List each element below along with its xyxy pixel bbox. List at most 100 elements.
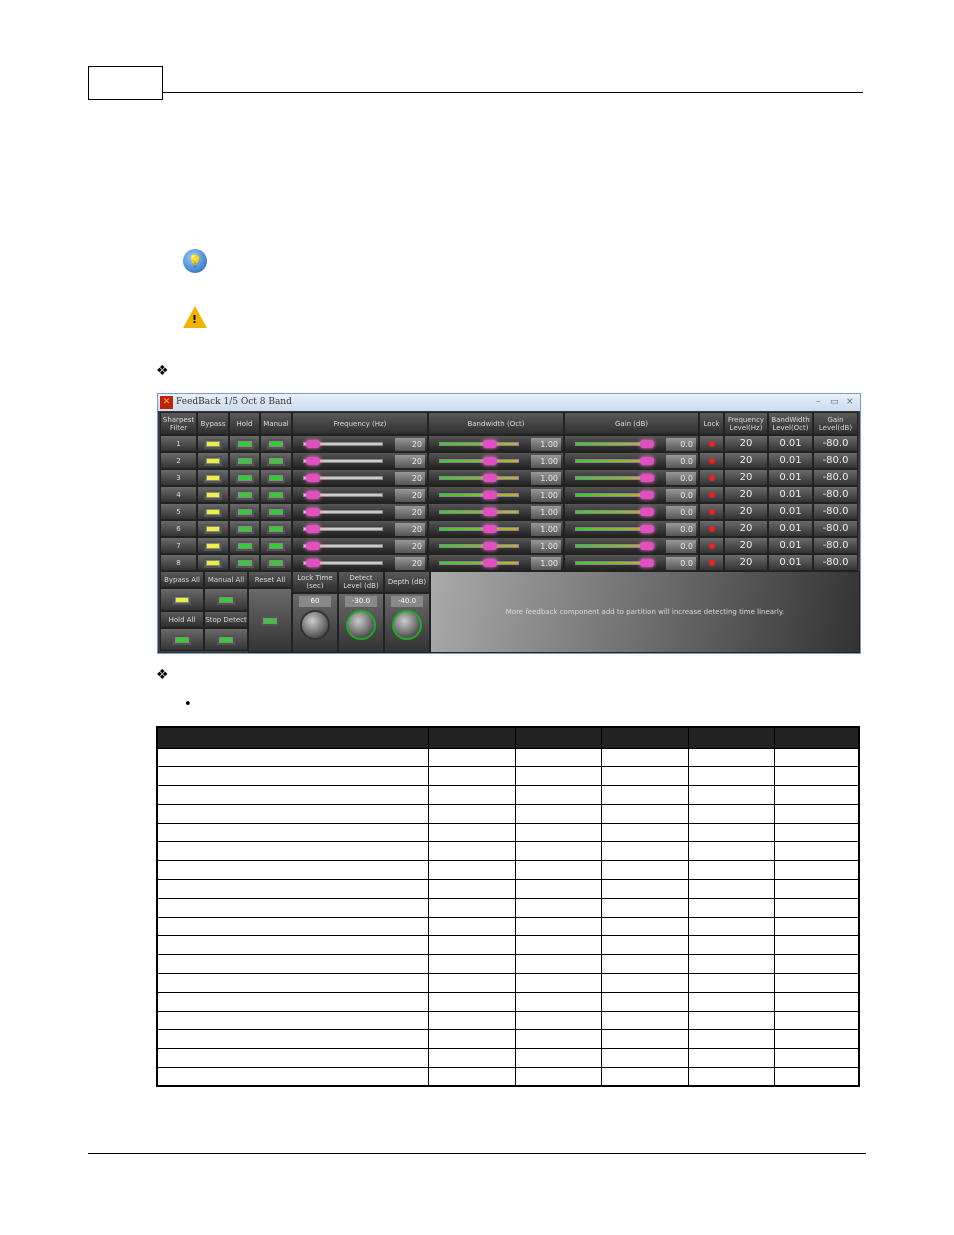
bandwidth-slider[interactable]: 1.00 bbox=[428, 537, 564, 554]
manual-toggle[interactable] bbox=[260, 452, 292, 469]
frequency-value[interactable]: 20 bbox=[395, 523, 425, 536]
bandwidth-value[interactable]: 1.00 bbox=[531, 557, 561, 570]
manual-toggle[interactable] bbox=[260, 469, 292, 486]
slider-thumb[interactable] bbox=[639, 559, 654, 567]
depth-value[interactable]: -40.0 bbox=[391, 596, 423, 607]
slider-thumb[interactable] bbox=[639, 440, 654, 448]
hold-toggle[interactable] bbox=[229, 435, 260, 452]
minimize-button[interactable]: – bbox=[816, 397, 821, 407]
slider-thumb[interactable] bbox=[483, 542, 498, 550]
close-button[interactable]: × bbox=[846, 397, 854, 407]
bandwidth-value[interactable]: 1.00 bbox=[531, 455, 561, 468]
lock-time-control[interactable]: 60 bbox=[292, 593, 338, 653]
slider-thumb[interactable] bbox=[639, 525, 654, 533]
slider-thumb[interactable] bbox=[306, 525, 321, 533]
hold-toggle[interactable] bbox=[229, 554, 260, 571]
manual-toggle[interactable] bbox=[260, 486, 292, 503]
slider-thumb[interactable] bbox=[639, 474, 654, 482]
frequency-slider[interactable]: 20 bbox=[292, 503, 428, 520]
slider-thumb[interactable] bbox=[483, 508, 498, 516]
bandwidth-value[interactable]: 1.00 bbox=[531, 506, 561, 519]
slider-thumb[interactable] bbox=[639, 457, 654, 465]
hold-toggle[interactable] bbox=[229, 520, 260, 537]
hold-toggle[interactable] bbox=[229, 503, 260, 520]
slider-thumb[interactable] bbox=[639, 491, 654, 499]
gain-slider[interactable]: 0.0 bbox=[564, 452, 699, 469]
frequency-slider[interactable]: 20 bbox=[292, 537, 428, 554]
bypass-toggle[interactable] bbox=[197, 435, 229, 452]
hold-toggle[interactable] bbox=[229, 452, 260, 469]
lock-button[interactable] bbox=[699, 520, 724, 537]
frequency-slider[interactable]: 20 bbox=[292, 435, 428, 452]
frequency-slider[interactable]: 20 bbox=[292, 486, 428, 503]
bypass-all-button[interactable] bbox=[160, 588, 204, 611]
bypass-toggle[interactable] bbox=[197, 469, 229, 486]
frequency-slider[interactable]: 20 bbox=[292, 452, 428, 469]
manual-toggle[interactable] bbox=[260, 503, 292, 520]
gain-value[interactable]: 0.0 bbox=[666, 557, 696, 570]
frequency-value[interactable]: 20 bbox=[395, 540, 425, 553]
slider-thumb[interactable] bbox=[483, 440, 498, 448]
bandwidth-slider[interactable]: 1.00 bbox=[428, 435, 564, 452]
slider-thumb[interactable] bbox=[483, 457, 498, 465]
frequency-slider[interactable]: 20 bbox=[292, 554, 428, 571]
gain-value[interactable]: 0.0 bbox=[666, 523, 696, 536]
lock-button[interactable] bbox=[699, 435, 724, 452]
lock-button[interactable] bbox=[699, 469, 724, 486]
frequency-slider[interactable]: 20 bbox=[292, 469, 428, 486]
gain-value[interactable]: 0.0 bbox=[666, 438, 696, 451]
gain-slider[interactable]: 0.0 bbox=[564, 554, 699, 571]
gain-slider[interactable]: 0.0 bbox=[564, 486, 699, 503]
bandwidth-slider[interactable]: 1.00 bbox=[428, 520, 564, 537]
lock-button[interactable] bbox=[699, 554, 724, 571]
lock-button[interactable] bbox=[699, 452, 724, 469]
gain-slider[interactable]: 0.0 bbox=[564, 537, 699, 554]
maximize-button[interactable]: ▭ bbox=[830, 397, 839, 407]
gain-slider[interactable]: 0.0 bbox=[564, 520, 699, 537]
gain-slider[interactable]: 0.0 bbox=[564, 469, 699, 486]
bandwidth-value[interactable]: 1.00 bbox=[531, 472, 561, 485]
slider-thumb[interactable] bbox=[306, 440, 321, 448]
gain-value[interactable]: 0.0 bbox=[666, 455, 696, 468]
gain-value[interactable]: 0.0 bbox=[666, 472, 696, 485]
frequency-value[interactable]: 20 bbox=[395, 438, 425, 451]
hold-all-button[interactable] bbox=[160, 628, 204, 651]
depth-control[interactable]: -40.0 bbox=[384, 593, 430, 653]
slider-thumb[interactable] bbox=[483, 559, 498, 567]
gain-value[interactable]: 0.0 bbox=[666, 540, 696, 553]
frequency-value[interactable]: 20 bbox=[395, 557, 425, 570]
slider-thumb[interactable] bbox=[306, 508, 321, 516]
slider-thumb[interactable] bbox=[639, 542, 654, 550]
gain-slider[interactable]: 0.0 bbox=[564, 435, 699, 452]
bandwidth-slider[interactable]: 1.00 bbox=[428, 469, 564, 486]
slider-thumb[interactable] bbox=[306, 491, 321, 499]
bypass-toggle[interactable] bbox=[197, 520, 229, 537]
bandwidth-slider[interactable]: 1.00 bbox=[428, 503, 564, 520]
manual-toggle[interactable] bbox=[260, 554, 292, 571]
slider-thumb[interactable] bbox=[306, 457, 321, 465]
gain-slider[interactable]: 0.0 bbox=[564, 503, 699, 520]
hold-toggle[interactable] bbox=[229, 537, 260, 554]
bypass-toggle[interactable] bbox=[197, 452, 229, 469]
depth-knob[interactable] bbox=[392, 610, 422, 640]
manual-toggle[interactable] bbox=[260, 537, 292, 554]
bypass-toggle[interactable] bbox=[197, 537, 229, 554]
frequency-value[interactable]: 20 bbox=[395, 472, 425, 485]
lock-time-knob[interactable] bbox=[300, 610, 330, 640]
slider-thumb[interactable] bbox=[306, 542, 321, 550]
frequency-value[interactable]: 20 bbox=[395, 455, 425, 468]
bandwidth-value[interactable]: 1.00 bbox=[531, 489, 561, 502]
reset-all-button[interactable] bbox=[248, 588, 292, 653]
bypass-toggle[interactable] bbox=[197, 486, 229, 503]
bandwidth-slider[interactable]: 1.00 bbox=[428, 554, 564, 571]
slider-thumb[interactable] bbox=[483, 491, 498, 499]
manual-toggle[interactable] bbox=[260, 435, 292, 452]
lock-button[interactable] bbox=[699, 486, 724, 503]
stop-detect-button[interactable] bbox=[204, 628, 248, 651]
slider-thumb[interactable] bbox=[483, 474, 498, 482]
slider-thumb[interactable] bbox=[483, 525, 498, 533]
hold-toggle[interactable] bbox=[229, 469, 260, 486]
manual-all-button[interactable] bbox=[204, 588, 248, 611]
slider-thumb[interactable] bbox=[306, 559, 321, 567]
bandwidth-slider[interactable]: 1.00 bbox=[428, 452, 564, 469]
